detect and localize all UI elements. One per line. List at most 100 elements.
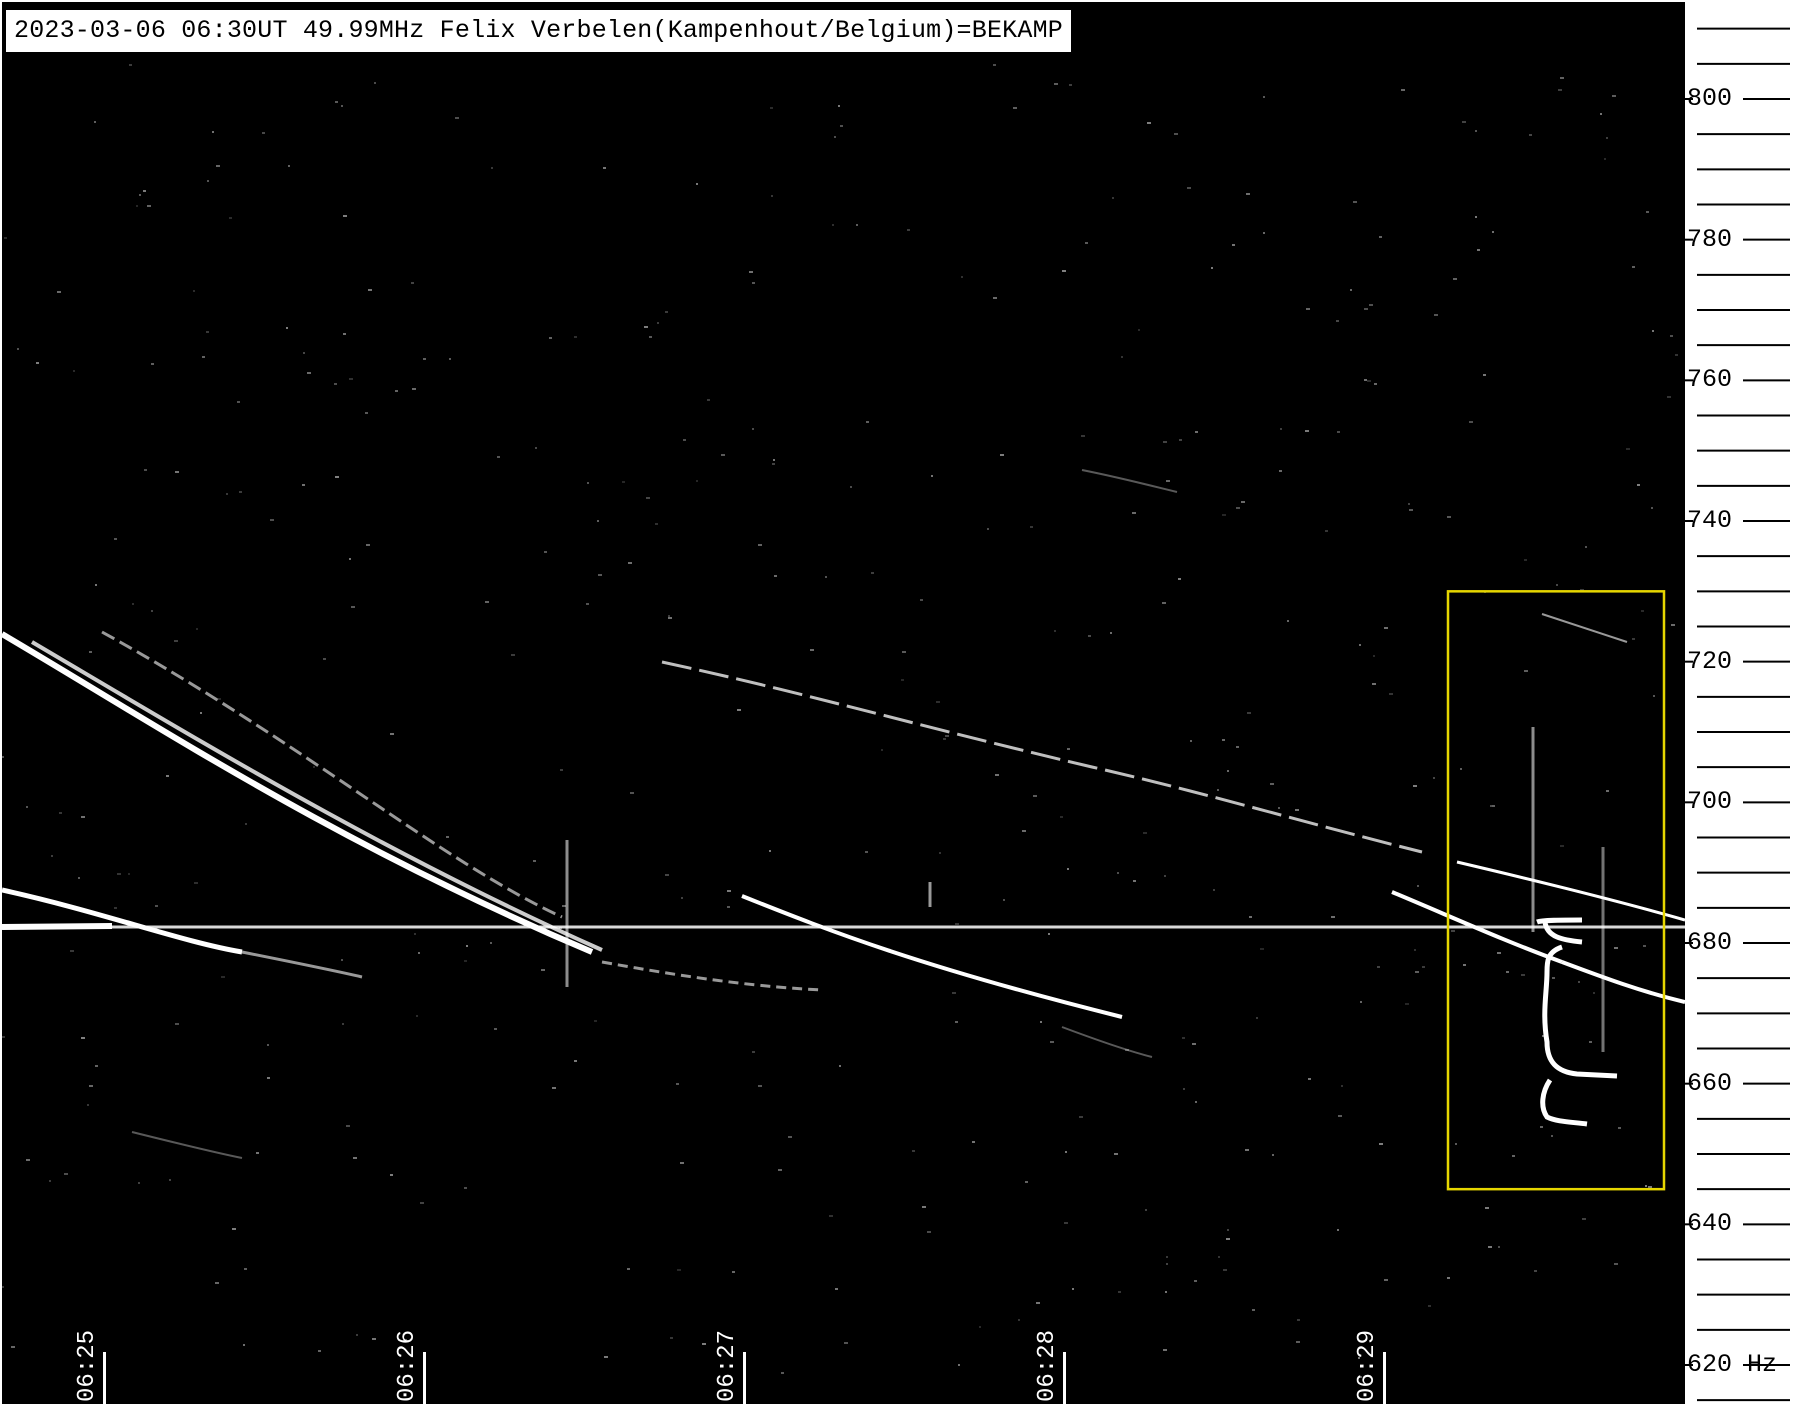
noise-speck (1147, 122, 1151, 124)
noise-speck (721, 454, 725, 456)
noise-speck (1428, 1305, 1431, 1307)
noise-speck (1030, 526, 1033, 528)
noise-speck (1521, 974, 1525, 976)
noise-speck (390, 733, 394, 735)
noise-speck (1485, 1207, 1489, 1209)
noise-speck (839, 1065, 841, 1067)
noise-speck (267, 1077, 270, 1079)
noise-speck (349, 558, 351, 560)
noise-speck (1447, 1277, 1450, 1279)
noise-speck (169, 1179, 171, 1181)
noise-speck (89, 1085, 93, 1087)
noise-speck (1512, 1155, 1515, 1157)
noise-speck (644, 326, 648, 328)
noise-speck (1414, 949, 1416, 951)
noise-speck (1163, 441, 1167, 443)
time-label: 06:28 (1034, 1329, 1061, 1402)
noise-speck (143, 190, 146, 192)
noise-speck (737, 709, 741, 711)
noise-speck (138, 1182, 140, 1184)
trace-right-1 (1391, 890, 1563, 964)
frequency-label: 740 (1687, 506, 1733, 535)
frequency-label: 780 (1687, 224, 1733, 254)
noise-speck (1488, 1246, 1492, 1248)
noise-speck (1162, 602, 1166, 604)
noise-speck (334, 383, 337, 385)
noise-speck (395, 390, 398, 392)
frequency-label: 700 (1687, 787, 1733, 817)
noise-speck (1263, 232, 1265, 234)
noise-speck (73, 370, 75, 372)
noise-speck (343, 215, 347, 217)
noise-speck (1125, 1049, 1129, 1051)
noise-speck (781, 1372, 784, 1374)
noise-speck (1033, 795, 1037, 797)
noise-speck (1558, 89, 1562, 91)
noise-speck (307, 372, 311, 374)
noise-speck (1072, 1288, 1074, 1290)
noise-speck (206, 331, 209, 333)
noise-speck (1018, 1319, 1020, 1321)
noise-speck (668, 617, 672, 619)
noise-speck (727, 906, 730, 908)
noise-speck (958, 1364, 960, 1366)
noise-speck (1213, 889, 1215, 891)
noise-speck (411, 282, 414, 284)
noise-speck (1373, 655, 1375, 657)
noise-speck (221, 976, 225, 978)
noise-speck (1589, 1041, 1592, 1043)
trace-main-3 (101, 630, 563, 919)
noise-speck (1081, 435, 1085, 437)
noise-speck (175, 1023, 179, 1025)
noise-speck (865, 851, 868, 853)
noise-speck (955, 1021, 958, 1023)
noise-speck (1306, 308, 1310, 310)
noise-speck (1067, 868, 1069, 870)
noise-speck (418, 952, 420, 954)
noise-speck (866, 421, 869, 423)
noise-speck (696, 480, 698, 482)
noise-speck (335, 101, 338, 103)
noise-speck (1377, 966, 1380, 968)
noise-speck (147, 205, 151, 207)
noise-speck (414, 933, 416, 935)
noise-speck (1117, 872, 1119, 874)
noise-speck (535, 447, 537, 449)
noise-speck (1178, 578, 1181, 580)
noise-speck (1434, 314, 1438, 316)
noise-speck (1646, 211, 1649, 213)
noise-speck (1632, 266, 1635, 268)
noise-speck (1195, 431, 1198, 433)
noise-speck (1278, 807, 1280, 809)
noise-speck (1217, 789, 1219, 791)
noise-speck (1174, 133, 1178, 135)
noise-speck (1585, 546, 1587, 548)
noise-speck (1336, 320, 1339, 322)
noise-speck (1645, 1185, 1647, 1187)
trace-low-2 (241, 950, 363, 979)
noise-speck (562, 905, 566, 907)
noise-speck (1222, 514, 1226, 516)
noise-speck (1463, 964, 1466, 966)
noise-speck (229, 217, 232, 219)
noise-speck (604, 1356, 608, 1358)
noise-speck (365, 412, 368, 414)
noise-speck (1651, 507, 1653, 509)
noise-speck (166, 775, 169, 777)
noise-speck (995, 774, 999, 776)
noise-speck (549, 337, 552, 339)
noise-speck (128, 873, 130, 875)
noise-speck (57, 291, 61, 293)
noise-speck (318, 1350, 321, 1352)
noise-speck (1582, 1218, 1586, 1220)
noise-speck (1408, 503, 1410, 505)
noise-speck (1560, 845, 1564, 847)
noise-speck (368, 289, 372, 291)
noise-speck (1580, 589, 1584, 591)
frequency-label: 760 (1687, 365, 1733, 395)
noise-speck (341, 105, 343, 107)
noise-speck (1524, 559, 1527, 561)
noise-speck (1637, 484, 1640, 486)
noise-speck (749, 271, 753, 273)
noise-speck (1232, 244, 1235, 246)
